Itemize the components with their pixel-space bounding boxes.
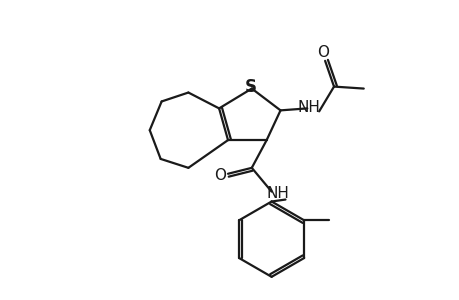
Text: NH: NH <box>297 100 320 115</box>
Text: S: S <box>244 78 256 96</box>
Text: O: O <box>316 45 328 60</box>
Text: O: O <box>213 168 226 183</box>
Text: NH: NH <box>266 186 288 201</box>
